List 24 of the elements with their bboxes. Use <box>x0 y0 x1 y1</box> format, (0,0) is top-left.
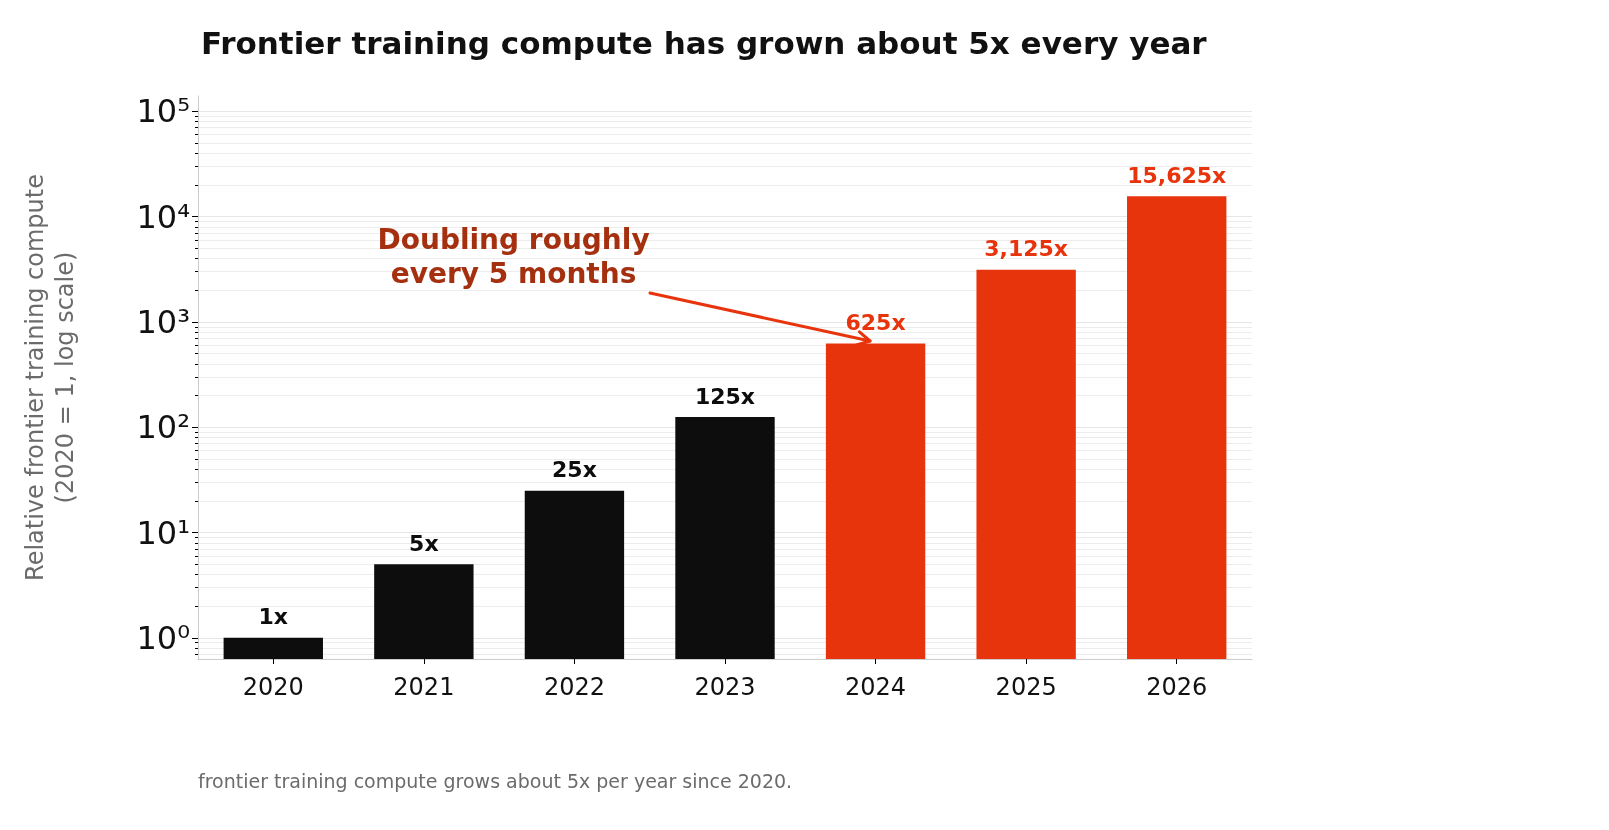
annotation: Doubling roughly every 5 months <box>377 223 650 292</box>
y-tick-label: 10⁵ <box>136 92 190 131</box>
y-tick-label: 10² <box>136 408 190 447</box>
x-tick-label: 2021 <box>393 673 455 701</box>
x-tick-label: 2020 <box>242 673 304 701</box>
data-label: 625x <box>845 309 906 335</box>
y-tick-label: 10¹ <box>136 513 190 552</box>
y-tick-label: 10³ <box>136 302 190 341</box>
y-tick-label: 10⁴ <box>136 197 190 236</box>
data-label: 5x <box>409 530 439 556</box>
x-tick-label: 2022 <box>543 673 605 701</box>
text: frontier training compute grows about 5x per year since 2020. <box>198 769 793 792</box>
data-label: 125x <box>694 383 756 409</box>
x-tick-label: 2025 <box>995 673 1057 701</box>
x-tick-label: 2026 <box>1146 673 1208 701</box>
data-label: 15,625x <box>1127 162 1227 188</box>
x-tick-label: 2024 <box>845 673 907 701</box>
data-label: 1x <box>258 604 289 630</box>
y-tick-label: 10⁰ <box>136 618 190 657</box>
data-label: 3,125x <box>984 236 1069 262</box>
chart-title: Frontier training compute has grown about 5x every year <box>201 24 1208 61</box>
x-tick-label: 2023 <box>694 673 756 701</box>
data-label: 25x <box>552 457 597 483</box>
y-axis-title: Relative frontier training compute (2020 = 1, log scale) <box>21 174 79 581</box>
